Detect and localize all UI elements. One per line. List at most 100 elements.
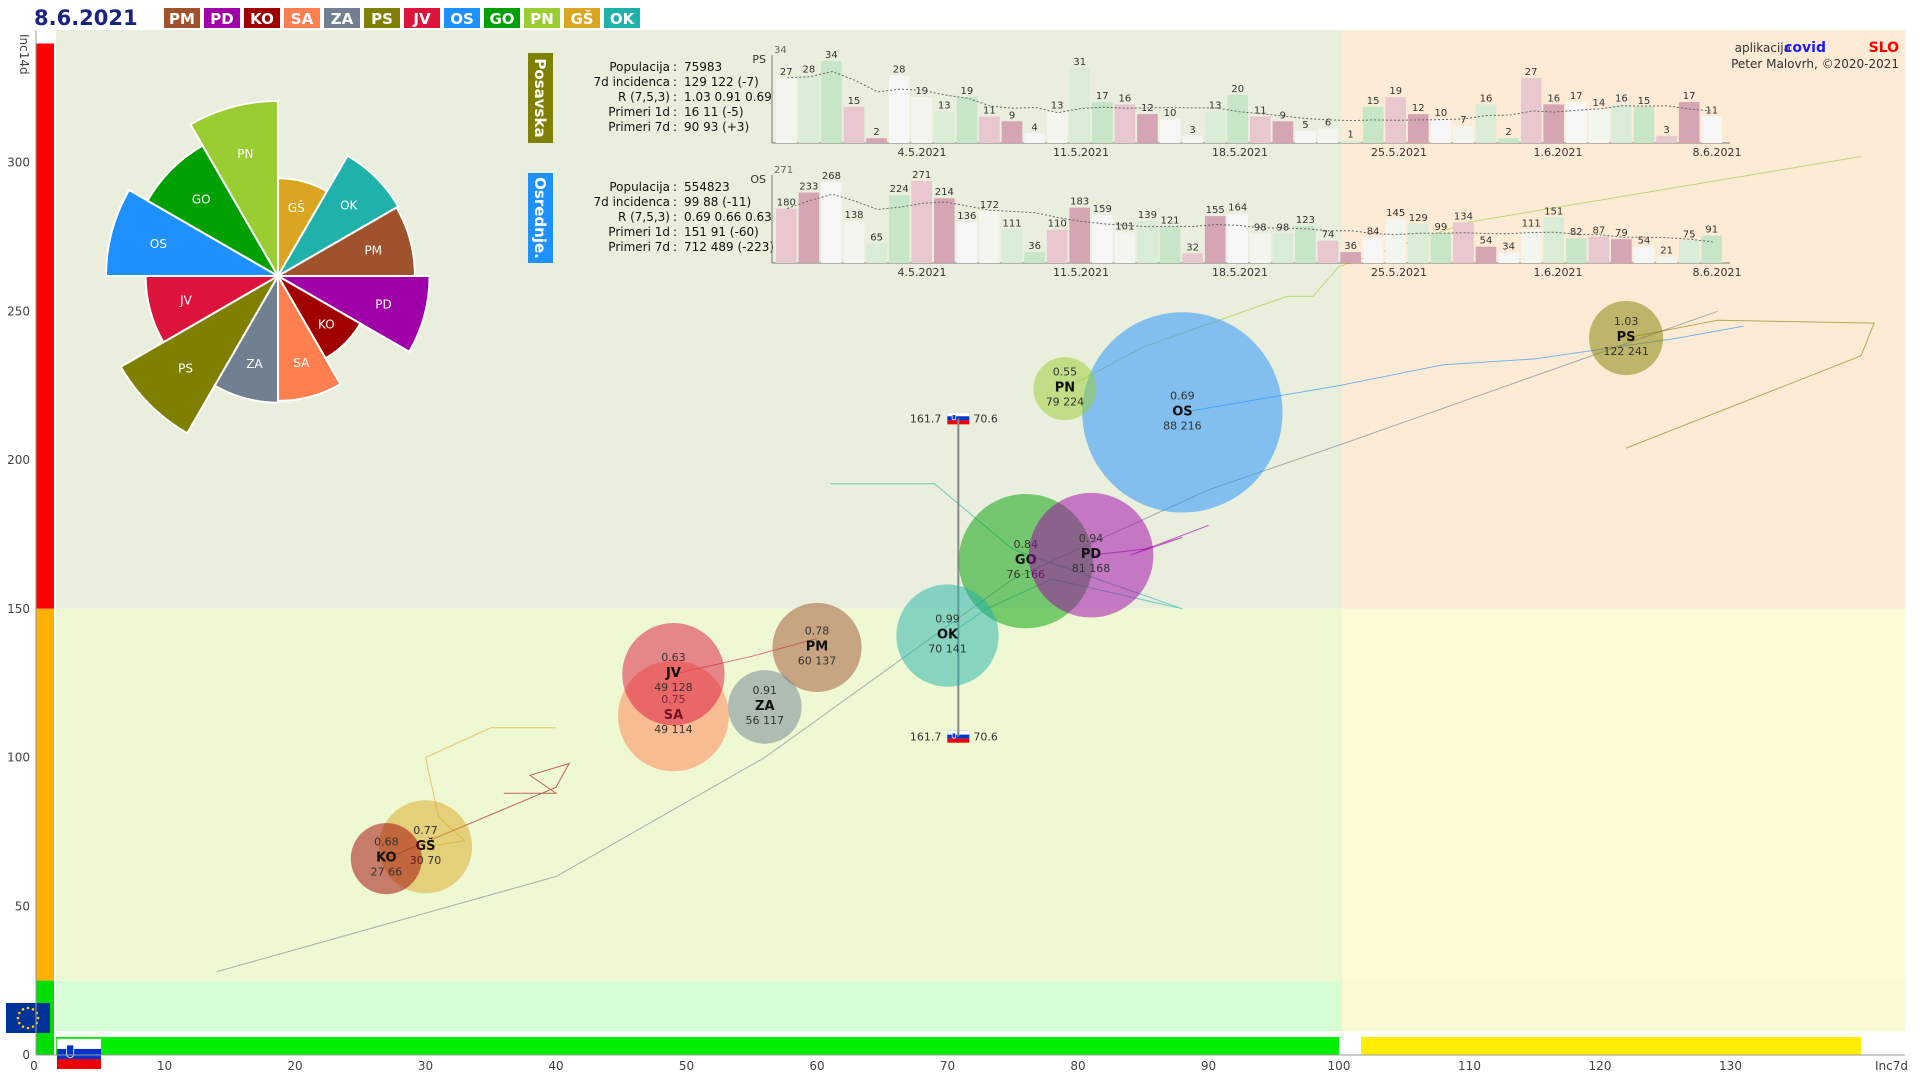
panel-bar (843, 106, 865, 143)
bubble-pop-os: 88 216 (1163, 419, 1202, 432)
panel-bar (1317, 128, 1339, 143)
panel-bar-label: 54 (1638, 236, 1651, 247)
panel-bar-label: 129 (1409, 213, 1428, 224)
panel-bar-label: 15 (848, 96, 861, 107)
panel-tag-ps (528, 53, 553, 143)
panel-bar (1182, 253, 1203, 263)
panel-max-label: 271 (774, 165, 793, 176)
bubble-circle-ko (350, 823, 422, 895)
panel-bar (934, 198, 955, 263)
panel-bar-label: 155 (1206, 205, 1225, 216)
pie-label-pm: PM (364, 243, 382, 257)
panel-bar (1227, 94, 1248, 143)
eu-star (31, 1008, 35, 1011)
panel-bar (821, 61, 842, 143)
eu-star (36, 1016, 40, 1020)
panel-date-1: 11.5.2021 (1053, 146, 1109, 159)
legend-label-pn: PN (530, 10, 554, 28)
pie-label-ps: PS (178, 361, 193, 375)
panel-bar-label: 79 (1615, 228, 1628, 239)
panel-date-0: 4.5.2021 (898, 266, 947, 279)
x-zone-bar-0 (56, 1037, 1339, 1055)
panel-bar (1069, 68, 1090, 143)
legend-label-ok: OK (610, 10, 636, 28)
panel-bar (1385, 219, 1406, 263)
panel-bar-label: 111 (1522, 218, 1541, 229)
panel-stat-key-0: Populacija (609, 60, 670, 74)
legend-label-pm: PM (169, 10, 195, 28)
panel-bar-label: 214 (935, 187, 954, 198)
panel-bar-label: 271 (912, 170, 931, 181)
bubble-pop-ko: 27 66 (371, 866, 403, 879)
panel-bar (1475, 104, 1497, 143)
y-zone-bar-0 (36, 43, 54, 609)
panel-bar (1159, 226, 1181, 263)
panel-bar-label: 16 (1480, 93, 1493, 104)
bubble-circle-pn (1033, 357, 1097, 421)
panel-bar (1340, 140, 1361, 143)
panel-bar (1046, 229, 1068, 263)
panel-bar-label: 5 (1302, 120, 1308, 131)
bubble-label-jv: JV (665, 666, 681, 681)
legend-chip-pm (164, 8, 200, 28)
pie-label-pn: PN (237, 147, 253, 161)
panel-bar (956, 97, 978, 143)
eu-star (18, 1011, 21, 1015)
panel-bar-label: 19 (960, 86, 973, 97)
eu-flag-icon (6, 1003, 50, 1033)
panel-bar-label: 110 (1048, 219, 1067, 230)
pie-slice-ok: OK (275, 154, 400, 279)
x-tick-label-130: 130 (1719, 1059, 1742, 1073)
pie-wedge-pn (189, 99, 279, 280)
panel-bar-label: 1 (1347, 130, 1353, 141)
panel-bar (888, 195, 910, 263)
panel-bar-label: 2 (1505, 127, 1511, 138)
panel-bar-label: 9 (1009, 110, 1015, 121)
panel-average-line (787, 193, 1713, 243)
bubble-r-pn: 0.55 (1053, 366, 1078, 379)
panel-tag-os (528, 173, 553, 263)
panel-bar (1498, 138, 1519, 143)
panel-bar (1701, 235, 1722, 263)
x-tick-label-110: 110 (1458, 1059, 1481, 1073)
legend-chip-jv (404, 8, 440, 28)
flag-blue (57, 1049, 101, 1059)
panel-bar (1272, 121, 1294, 143)
panel-date-0: 4.5.2021 (898, 146, 947, 159)
panel-date-5: 8.6.2021 (1693, 146, 1742, 159)
pie-label-sa: SA (293, 356, 310, 370)
flag-red (947, 738, 970, 743)
y-tick-label-0: 0 (22, 1048, 30, 1062)
x-zone-bar-1 (1361, 1037, 1861, 1055)
panel-bar-label: 3 (1663, 125, 1669, 136)
panel-bar (1024, 133, 1045, 143)
panel-stat-sep-3: : (673, 105, 677, 119)
bubble-pop-ps: 122 241 (1603, 345, 1649, 358)
panel-bar (1430, 233, 1452, 263)
legend-chip-ok (604, 8, 640, 28)
bubble-label-ps: PS (1617, 330, 1636, 345)
panel-bar (866, 138, 887, 143)
panel-stat-val-3: 16 11 (-5) (684, 105, 744, 119)
panel-bar-label: 134 (1454, 211, 1473, 222)
panel-stat-val-4: 90 93 (+3) (684, 120, 749, 134)
panel-bar-label: 164 (1228, 202, 1247, 213)
legend-label-ko: KO (250, 10, 274, 28)
bubble-circle-ps (1589, 300, 1664, 376)
panel-bar-label: 16 (1118, 93, 1131, 104)
x-tick-label-10: 10 (157, 1059, 172, 1073)
x-tick-label-80: 80 (1070, 1059, 1085, 1073)
eu-star (16, 1016, 20, 1020)
panel-bar (1227, 213, 1248, 263)
panel-bar (1453, 222, 1474, 263)
panel-bar-label: 3 (1189, 125, 1195, 136)
panel-bar-label: 13 (1051, 101, 1064, 112)
panel-bar-label: 34 (825, 50, 838, 61)
panel-bar-label: 136 (957, 211, 976, 222)
bubble-pop-pn: 79 224 (1046, 396, 1085, 409)
panel-series-tag: PS (752, 53, 766, 66)
